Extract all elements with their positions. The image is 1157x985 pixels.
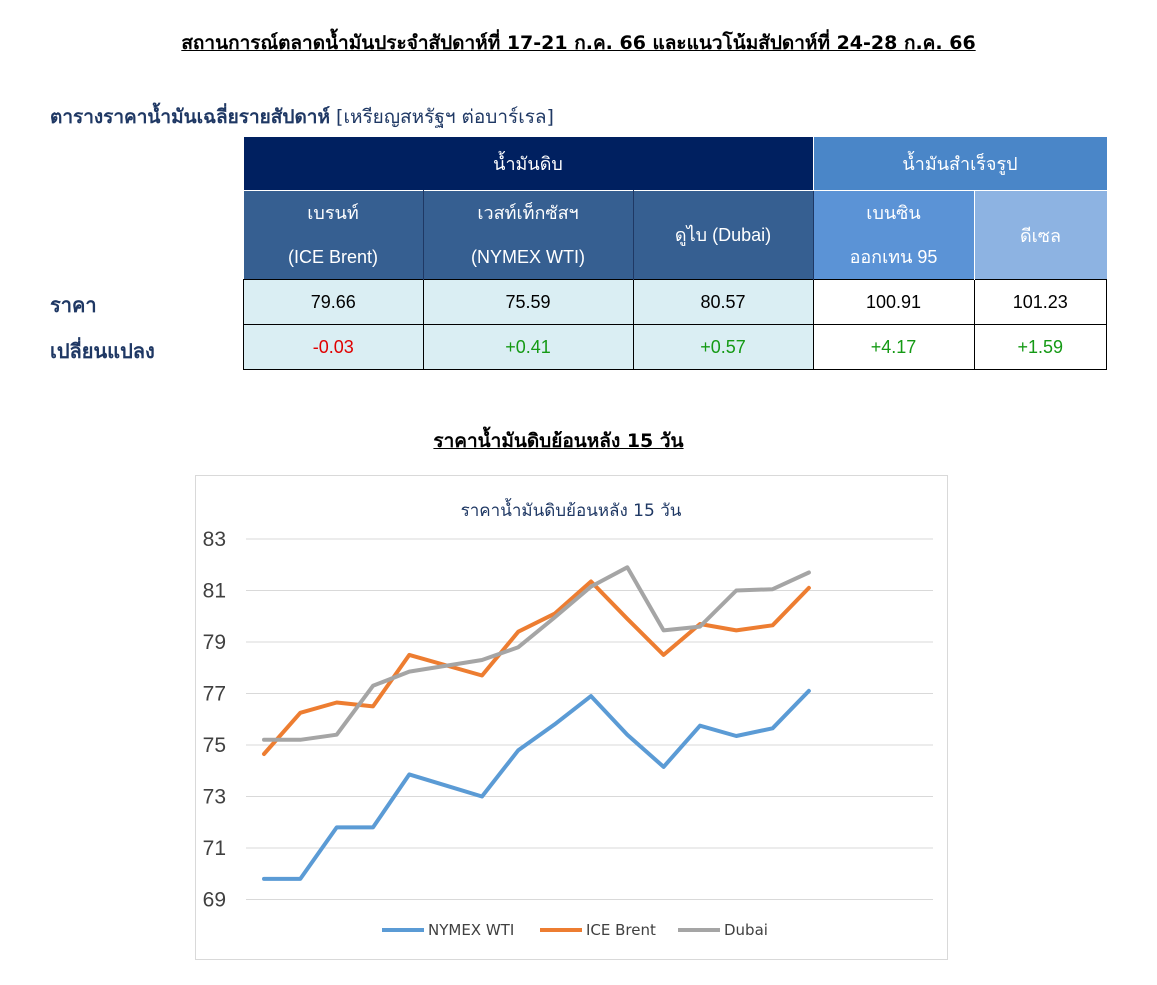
- table-row-price: 79.66 75.59 80.57 100.91 101.23: [243, 279, 1107, 325]
- price-gasoline: 100.91: [812, 279, 975, 325]
- series-line-nymex-wti: [262, 688, 811, 881]
- change-dubai: +0.57: [632, 324, 814, 370]
- chart-svg: ราคาน้ำมันดิบย้อนหลัง 15 วัน 69 71 73 75 77 7…: [203, 498, 933, 939]
- column-header-wti-line2: (NYMEX WTI): [471, 247, 585, 267]
- change-wti: +0.41: [422, 324, 634, 370]
- series-lines: [262, 565, 811, 881]
- column-header-dubai-line1: ดูไบ (Dubai): [674, 225, 772, 245]
- column-header-brent-line1: เบรนท์: [307, 203, 359, 223]
- grid-lines: [246, 538, 933, 900]
- report-title: สถานการณ์ตลาดน้ำมันประจำสัปดาห์ที่ 17-21…: [181, 32, 976, 54]
- table-caption: ตารางราคาน้ำมันเฉลี่ยรายสัปดาห์ [เหรียญส…: [50, 102, 554, 132]
- price-dubai: 80.57: [632, 279, 814, 325]
- legend: NYMEX WTI ICE Brent Dubai: [382, 921, 768, 939]
- y-tick-label-83: 83: [203, 528, 226, 551]
- column-header-diesel: ดีเซล: [974, 190, 1107, 280]
- y-tick-label-79: 79: [203, 631, 226, 654]
- column-header-brent: เบรนท์ (ICE Brent): [243, 190, 424, 280]
- header-refined: น้ำมันสำเร็จรูป: [813, 137, 1107, 191]
- line-chart: ราคาน้ำมันดิบย้อนหลัง 15 วัน 69 71 73 75 77 7…: [195, 475, 948, 960]
- y-tick-label-81: 81: [203, 580, 226, 603]
- column-header-gasoline: เบนซิน ออกเทน 95: [813, 190, 975, 280]
- legend-label-nymex-wti: NYMEX WTI: [428, 921, 514, 939]
- column-header-gasoline-line1: เบนซิน: [866, 203, 921, 223]
- price-table: น้ำมันดิบ น้ำมันสำเร็จรูป เบรนท์ (ICE Br…: [243, 137, 1107, 370]
- y-tick-label-71: 71: [203, 837, 226, 860]
- series-line-dubai: [262, 565, 811, 742]
- y-tick-label-75: 75: [203, 734, 226, 757]
- legend-label-ice-brent: ICE Brent: [586, 921, 656, 939]
- y-tick-label-69: 69: [203, 889, 226, 912]
- table-unit: [เหรียญสหรัฐฯ ต่อบาร์เรล]: [336, 106, 554, 128]
- column-header-brent-line2: (ICE Brent): [287, 247, 379, 267]
- y-axis-ticks: 69 71 73 75 77 79 81 83: [203, 528, 226, 912]
- y-tick-label-77: 77: [203, 683, 226, 706]
- column-header-gasoline-line2: ออกเทน 95: [849, 247, 938, 267]
- row-label-change: เปลี่ยนแปลง: [50, 339, 155, 363]
- column-header-dubai: ดูไบ (Dubai): [633, 190, 814, 280]
- change-brent: -0.03: [243, 324, 424, 370]
- series-line-ice-brent: [262, 579, 811, 756]
- price-wti: 75.59: [422, 279, 634, 325]
- change-gasoline: +4.17: [812, 324, 975, 370]
- column-header-wti: เวสท์เท็กซัสฯ (NYMEX WTI): [423, 190, 634, 280]
- column-header-wti-line1: เวสท์เท็กซัสฯ: [477, 203, 579, 223]
- row-label-price: ราคา: [50, 293, 97, 317]
- header-crude: น้ำมันดิบ: [243, 137, 814, 191]
- table-row-change: -0.03 +0.41 +0.57 +4.17 +1.59: [243, 324, 1107, 370]
- y-tick-label-73: 73: [203, 786, 226, 809]
- chart-section-title: ราคาน้ำมันดิบย้อนหลัง 15 วัน: [433, 430, 684, 452]
- table-caption-text: ตารางราคาน้ำมันเฉลี่ยรายสัปดาห์: [50, 106, 330, 128]
- price-diesel: 101.23: [973, 279, 1107, 325]
- column-header-diesel-line1: ดีเซล: [1019, 225, 1062, 246]
- legend-label-dubai: Dubai: [724, 921, 768, 939]
- chart-title: ราคาน้ำมันดิบย้อนหลัง 15 วัน: [461, 498, 682, 521]
- price-brent: 79.66: [243, 279, 424, 325]
- change-diesel: +1.59: [973, 324, 1107, 370]
